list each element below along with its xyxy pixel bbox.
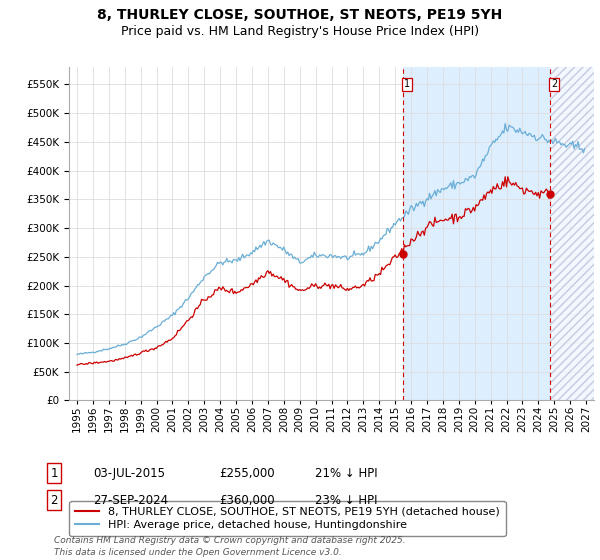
Text: 1: 1 — [404, 80, 410, 90]
Text: Contains HM Land Registry data © Crown copyright and database right 2025.
This d: Contains HM Land Registry data © Crown c… — [54, 536, 406, 557]
Text: 1: 1 — [50, 466, 58, 480]
Text: 23% ↓ HPI: 23% ↓ HPI — [315, 493, 377, 507]
Legend: 8, THURLEY CLOSE, SOUTHOE, ST NEOTS, PE19 5YH (detached house), HPI: Average pri: 8, THURLEY CLOSE, SOUTHOE, ST NEOTS, PE1… — [70, 501, 505, 536]
Text: Price paid vs. HM Land Registry's House Price Index (HPI): Price paid vs. HM Land Registry's House … — [121, 25, 479, 38]
Bar — [403, 67, 594, 400]
Text: 21% ↓ HPI: 21% ↓ HPI — [315, 466, 377, 480]
Text: 2: 2 — [551, 80, 557, 90]
Text: £255,000: £255,000 — [219, 466, 275, 480]
Text: 03-JUL-2015: 03-JUL-2015 — [93, 466, 165, 480]
Text: 2: 2 — [50, 493, 58, 507]
Text: 8, THURLEY CLOSE, SOUTHOE, ST NEOTS, PE19 5YH: 8, THURLEY CLOSE, SOUTHOE, ST NEOTS, PE1… — [97, 8, 503, 22]
Text: £360,000: £360,000 — [219, 493, 275, 507]
Text: 27-SEP-2024: 27-SEP-2024 — [93, 493, 168, 507]
